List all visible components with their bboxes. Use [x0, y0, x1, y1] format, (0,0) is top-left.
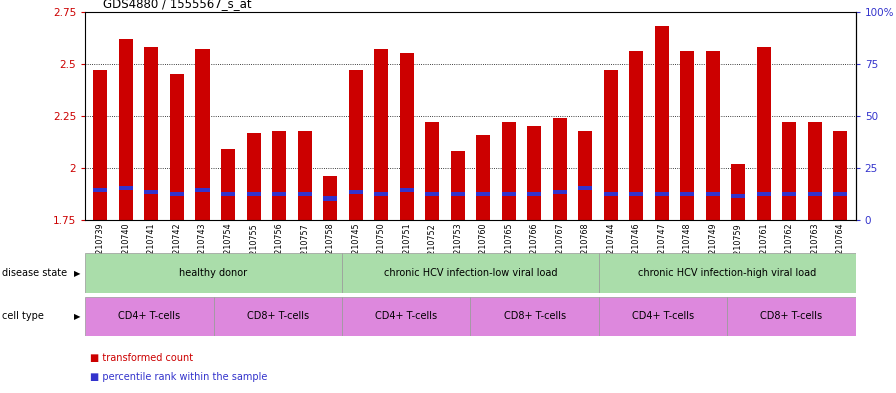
- Bar: [604, 192, 617, 196]
- Bar: [655, 26, 668, 220]
- Bar: [782, 122, 797, 220]
- Bar: [85, 253, 342, 293]
- Bar: [272, 192, 286, 196]
- Bar: [349, 190, 363, 194]
- Bar: [706, 51, 719, 220]
- Bar: [527, 192, 541, 196]
- Bar: [808, 192, 822, 196]
- Bar: [553, 118, 566, 220]
- Bar: [782, 192, 797, 196]
- Bar: [170, 74, 184, 220]
- Text: CD8+ T-cells: CD8+ T-cells: [504, 311, 565, 321]
- Bar: [808, 122, 822, 220]
- Bar: [833, 192, 848, 196]
- Bar: [680, 51, 694, 220]
- Text: ■ percentile rank within the sample: ■ percentile rank within the sample: [90, 372, 267, 382]
- Bar: [246, 192, 261, 196]
- Bar: [195, 187, 210, 192]
- Bar: [297, 130, 312, 220]
- Bar: [221, 149, 235, 220]
- Bar: [375, 49, 388, 220]
- Text: disease state: disease state: [2, 268, 67, 278]
- Bar: [706, 192, 719, 196]
- Bar: [170, 192, 184, 196]
- Bar: [400, 187, 414, 192]
- Text: chronic HCV infection-high viral load: chronic HCV infection-high viral load: [638, 268, 816, 278]
- Bar: [323, 196, 337, 200]
- Text: chronic HCV infection-low viral load: chronic HCV infection-low viral load: [383, 268, 557, 278]
- Bar: [144, 47, 159, 220]
- Bar: [375, 192, 388, 196]
- Bar: [195, 49, 210, 220]
- Bar: [731, 164, 745, 220]
- Bar: [451, 192, 465, 196]
- Bar: [476, 192, 490, 196]
- Bar: [578, 130, 592, 220]
- Bar: [470, 297, 599, 336]
- Text: ▶: ▶: [73, 312, 80, 321]
- Bar: [476, 135, 490, 220]
- Bar: [297, 192, 312, 196]
- Bar: [604, 70, 617, 220]
- Bar: [553, 190, 566, 194]
- Bar: [757, 47, 771, 220]
- Bar: [342, 253, 599, 293]
- Text: CD4+ T-cells: CD4+ T-cells: [375, 311, 437, 321]
- Bar: [400, 53, 414, 220]
- Bar: [93, 70, 108, 220]
- Bar: [85, 297, 213, 336]
- Bar: [629, 192, 643, 196]
- Bar: [144, 190, 159, 194]
- Text: ■ transformed count: ■ transformed count: [90, 353, 193, 363]
- Bar: [655, 192, 668, 196]
- Bar: [119, 39, 133, 220]
- Bar: [425, 122, 439, 220]
- Bar: [425, 192, 439, 196]
- Bar: [599, 297, 728, 336]
- Bar: [221, 192, 235, 196]
- Bar: [213, 297, 342, 336]
- Bar: [833, 130, 848, 220]
- Text: GDS4880 / 1555567_s_at: GDS4880 / 1555567_s_at: [103, 0, 252, 10]
- Text: ▶: ▶: [73, 269, 80, 277]
- Bar: [629, 51, 643, 220]
- Bar: [323, 176, 337, 220]
- Bar: [93, 187, 108, 192]
- Text: CD4+ T-cells: CD4+ T-cells: [632, 311, 694, 321]
- Text: cell type: cell type: [2, 311, 44, 321]
- Bar: [502, 192, 516, 196]
- Bar: [578, 185, 592, 190]
- Text: CD8+ T-cells: CD8+ T-cells: [761, 311, 823, 321]
- Bar: [731, 194, 745, 198]
- Bar: [451, 151, 465, 220]
- Text: healthy donor: healthy donor: [179, 268, 247, 278]
- Bar: [757, 192, 771, 196]
- Bar: [349, 70, 363, 220]
- Text: CD8+ T-cells: CD8+ T-cells: [246, 311, 309, 321]
- Bar: [680, 192, 694, 196]
- Bar: [246, 132, 261, 220]
- Bar: [599, 253, 856, 293]
- Bar: [527, 126, 541, 220]
- Text: CD4+ T-cells: CD4+ T-cells: [118, 311, 180, 321]
- Bar: [502, 122, 516, 220]
- Bar: [342, 297, 470, 336]
- Bar: [272, 130, 286, 220]
- Bar: [728, 297, 856, 336]
- Bar: [119, 185, 133, 190]
